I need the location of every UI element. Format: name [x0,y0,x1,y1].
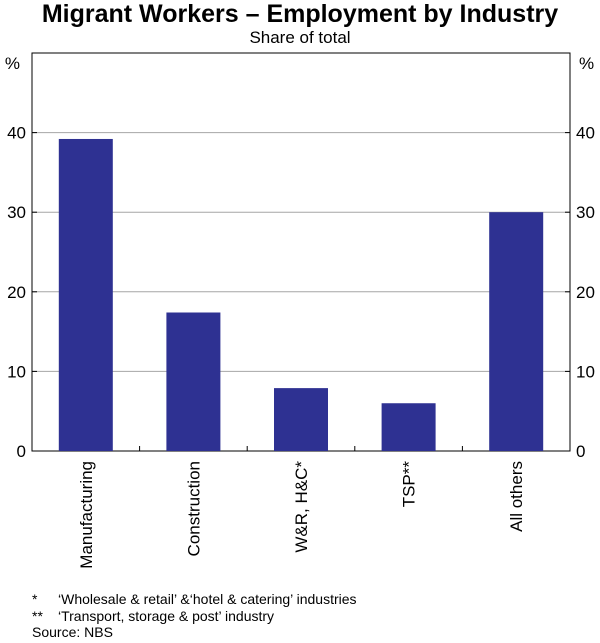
y-tick-label-left: 40 [7,124,26,143]
bar [166,312,221,451]
y-tick-label-left: 30 [7,203,26,222]
y-tick-label-left: 10 [7,362,26,381]
y-tick-label-right: 0 [576,442,585,461]
bar [489,212,544,451]
footnote-2-mark: ** [32,607,43,624]
bar [381,403,436,451]
chart-title: Migrant Workers – Employment by Industry [41,0,559,28]
x-tick-label: W&R, H&C* [292,461,311,553]
x-tick-label: TSP** [400,461,419,508]
y-tick-label-left: 0 [17,442,26,461]
y-tick-label-right: 30 [576,203,595,222]
bar [58,138,113,451]
x-tick-label: Construction [184,461,203,556]
footnote-2-text: ‘Transport, storage & post’ industry [58,607,275,624]
y-unit-left: % [5,54,20,73]
y-unit-right: % [579,54,594,73]
source-note: Source: NBS [32,624,113,640]
y-tick-label-left: 20 [7,283,26,302]
x-tick-label: All others [507,461,526,532]
x-tick-label: Manufacturing [77,461,96,569]
footnote-2: ** ‘Transport, storage & post’ industry [32,608,357,625]
bar [274,388,328,451]
footnote-1-text: ‘Wholesale & retail’ &‘hotel & catering’… [58,591,357,607]
y-tick-label-right: 40 [576,124,595,143]
chart-subtitle: Share of total [249,28,351,47]
y-tick-label-right: 10 [576,362,595,381]
footnote-1-mark: * [32,591,38,607]
footnotes: * ‘Wholesale & retail’ &‘hotel & catering… [32,591,357,641]
footnote-1: * ‘Wholesale & retail’ &‘hotel & catering… [32,591,357,608]
y-tick-label-right: 20 [576,283,595,302]
